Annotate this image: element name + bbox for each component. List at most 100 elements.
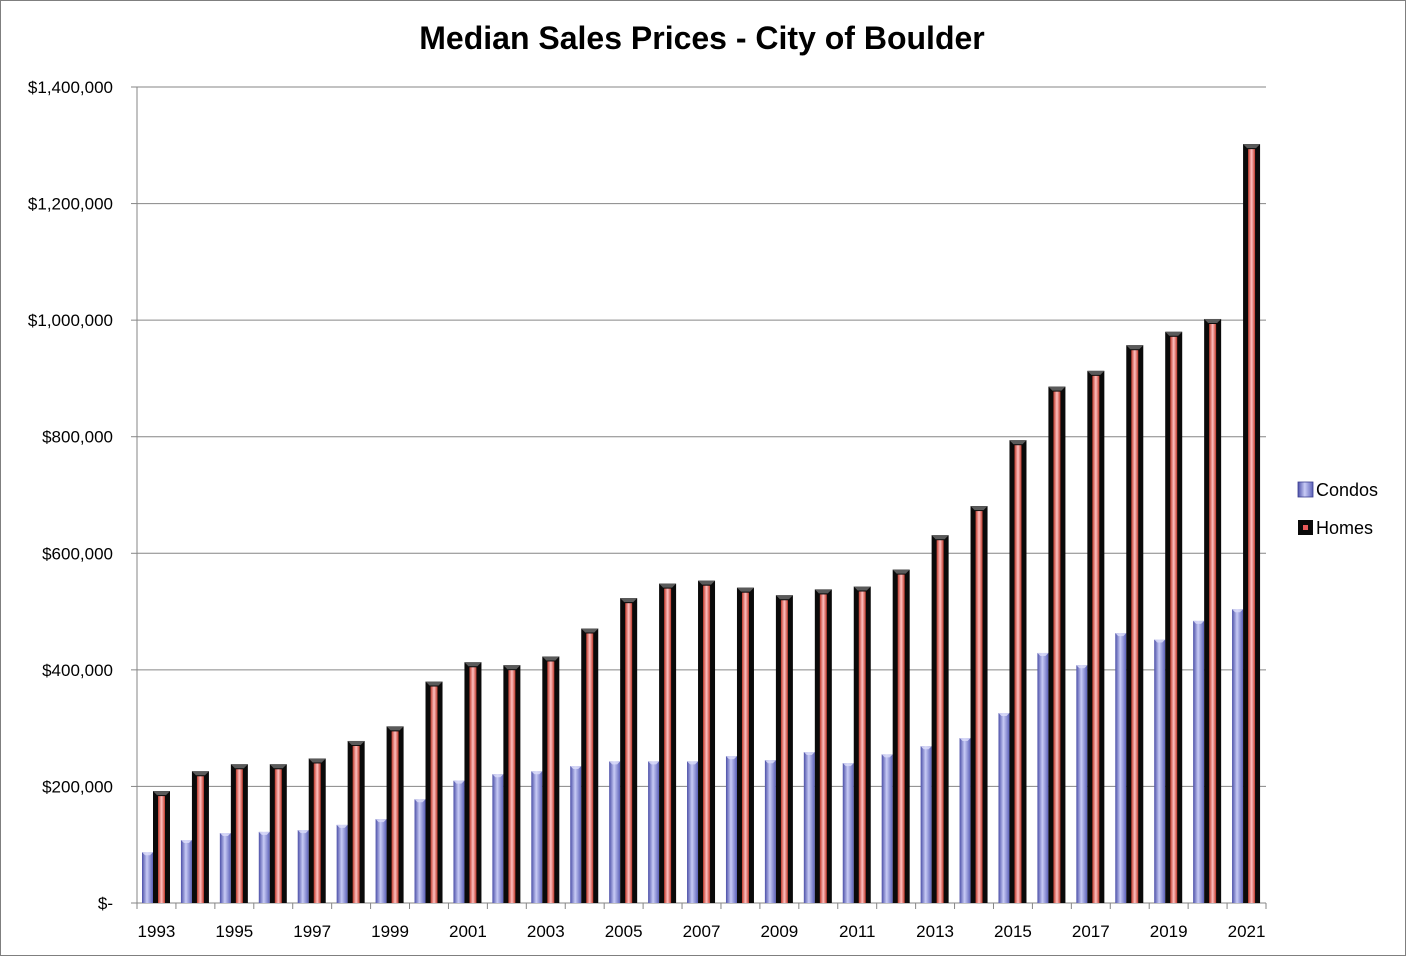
- bar-homes-cap: [853, 586, 871, 591]
- bar-homes-inner: [625, 603, 633, 903]
- x-tick-label: 2001: [449, 922, 487, 941]
- bar-condos: [180, 840, 192, 903]
- x-tick-label: 2015: [994, 922, 1032, 941]
- legend-label-homes: Homes: [1316, 518, 1373, 538]
- bar-homes-cap: [347, 740, 365, 745]
- bar-homes-inner: [1053, 391, 1061, 903]
- bar-homes-cap: [230, 764, 248, 769]
- bar-homes-cap: [970, 506, 988, 511]
- bar-homes-inner: [664, 588, 672, 903]
- bar-homes-cap: [659, 583, 677, 588]
- x-tick-label: 2007: [683, 922, 721, 941]
- bar-condos-cap: [1115, 633, 1127, 637]
- bar-homes-cap: [1243, 144, 1261, 149]
- bar-homes-inner: [158, 796, 165, 903]
- bar-homes-inner: [1092, 375, 1100, 903]
- y-tick-label: $1,000,000: [28, 311, 113, 330]
- bar-condos-cap: [920, 746, 932, 750]
- bar-condos: [1154, 639, 1166, 903]
- bar-condos-cap: [142, 852, 153, 856]
- y-tick-label: $800,000: [42, 428, 113, 447]
- bar-homes-cap: [620, 598, 638, 603]
- bar-condos-cap: [219, 833, 231, 837]
- x-tick-label: 2005: [605, 922, 643, 941]
- x-tick-label: 2021: [1228, 922, 1266, 941]
- bar-homes-cap: [1048, 386, 1066, 391]
- bar-condos: [725, 756, 737, 903]
- bar-homes-inner: [1014, 445, 1022, 903]
- bar-condos-cap: [609, 761, 621, 765]
- bar-condos: [1037, 652, 1049, 903]
- bar-condos: [531, 771, 543, 903]
- bar-homes-cap: [386, 726, 404, 731]
- bar-homes-cap: [153, 791, 170, 796]
- bar-condos: [920, 746, 932, 903]
- x-tick-label: 1995: [215, 922, 253, 941]
- x-tick-label: 2011: [839, 922, 876, 941]
- bar-homes-inner: [1209, 323, 1217, 903]
- bar-condos: [764, 760, 776, 903]
- bar-condos-cap: [414, 799, 426, 803]
- legend: Condos Homes: [1297, 480, 1378, 538]
- bar-homes-inner: [274, 769, 282, 903]
- bar-condos-cap: [492, 774, 504, 778]
- bar-condos-cap: [687, 761, 699, 765]
- bar-homes-inner: [313, 763, 321, 903]
- bar-homes-inner: [819, 594, 827, 903]
- bar-condos-cap: [531, 771, 543, 775]
- legend-swatch-homes-inner: [1303, 525, 1308, 530]
- bar-homes-cap: [308, 758, 326, 763]
- x-tick-label: 1997: [293, 922, 331, 941]
- bar-condos: [609, 761, 621, 903]
- legend-swatch-condos: [1297, 481, 1314, 498]
- bar-homes-cap: [581, 628, 599, 633]
- x-tick-label: 1999: [371, 922, 409, 941]
- bar-condos-cap: [180, 840, 192, 844]
- bar-homes-inner: [1131, 350, 1139, 904]
- bar-homes-cap: [1126, 345, 1144, 350]
- bar-homes-cap: [892, 569, 910, 574]
- bar-condos-cap: [648, 761, 660, 765]
- bar-condos: [648, 761, 660, 903]
- bar-condos-cap: [881, 754, 893, 758]
- bar-condos: [297, 830, 309, 903]
- x-tick-label: 2013: [916, 922, 954, 941]
- bar-condos: [803, 752, 815, 903]
- bar-homes-cap: [542, 656, 560, 661]
- bar-condos: [687, 761, 699, 903]
- bar-homes-cap: [503, 665, 521, 670]
- bar-homes-inner: [235, 769, 243, 903]
- bar-homes-cap: [931, 535, 949, 540]
- bar-homes-inner: [352, 745, 360, 903]
- y-tick-label: $400,000: [42, 661, 113, 680]
- bar-condos: [336, 824, 348, 903]
- bars: [142, 144, 1261, 904]
- bar-homes-cap: [1009, 440, 1027, 445]
- bar-homes-inner: [936, 540, 944, 903]
- bar-homes-cap: [814, 589, 832, 594]
- bar-condos: [375, 819, 387, 903]
- bar-homes-inner: [897, 574, 905, 903]
- bar-homes-inner: [547, 661, 555, 903]
- bar-condos-cap: [764, 760, 776, 764]
- bar-homes-inner: [586, 633, 594, 903]
- bar-condos: [492, 774, 504, 903]
- bar-condos: [842, 763, 854, 903]
- bar-condos-cap: [1076, 665, 1088, 669]
- bar-condos-cap: [1193, 620, 1205, 624]
- bar-condos-cap: [1232, 609, 1244, 613]
- bar-condos-cap: [375, 819, 387, 823]
- bar-condos: [414, 799, 426, 903]
- bar-homes-cap: [464, 662, 482, 667]
- bar-condos: [219, 833, 231, 903]
- gridlines: [137, 86, 1266, 787]
- bar-condos-cap: [453, 780, 465, 784]
- bar-condos-cap: [570, 766, 582, 770]
- tick-labels: $- $200,000 $400,000 $600,000 $800,000 $1,000…: [28, 78, 1266, 941]
- bar-homes-cap: [191, 771, 209, 776]
- bar-condos: [881, 754, 893, 903]
- bar-condos: [1232, 609, 1244, 903]
- bar-condos-cap: [959, 738, 971, 742]
- x-tick-label: 2017: [1072, 922, 1110, 941]
- bar-homes-inner: [741, 592, 749, 903]
